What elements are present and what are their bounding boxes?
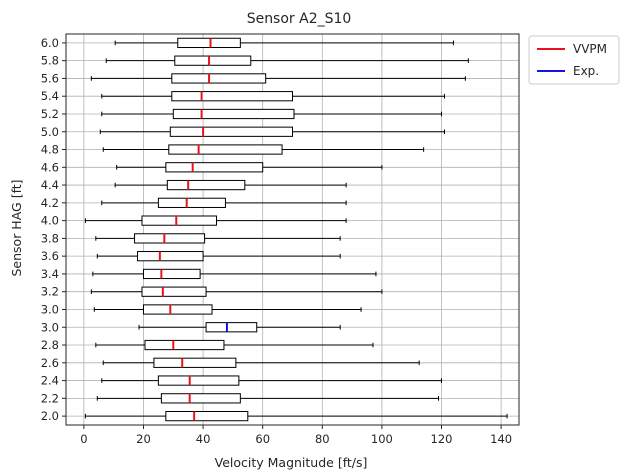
iqr-box	[165, 162, 264, 173]
y-tick-label: 6.0	[41, 36, 59, 50]
y-tick-label: 5.4	[41, 89, 59, 103]
iqr-box	[160, 393, 241, 404]
iqr-box	[144, 339, 225, 351]
box-plot	[92, 268, 377, 280]
y-tick-label: 3.8	[41, 231, 59, 245]
y-tick-label: 2.2	[41, 391, 59, 405]
box-plot	[138, 322, 341, 333]
box-plot	[90, 73, 466, 84]
y-tick-label: 4.6	[41, 160, 59, 174]
y-tick-label: 3.0	[41, 302, 59, 316]
box-plot	[116, 162, 383, 173]
iqr-box	[141, 286, 207, 297]
legend: VVPM Exp.	[528, 35, 620, 85]
iqr-box	[153, 357, 237, 368]
y-tick-label: 2.0	[41, 409, 59, 423]
y-tick-label: 4.0	[41, 214, 59, 228]
box-plot	[105, 55, 469, 66]
x-tick-label: 60	[255, 432, 270, 446]
iqr-box	[172, 108, 295, 120]
box-plot	[114, 179, 347, 191]
box-plot	[102, 144, 425, 155]
box-plot	[96, 251, 341, 262]
iqr-box	[166, 179, 246, 191]
y-axis-label: Sensor HAG [ft]	[9, 179, 24, 276]
iqr-box	[205, 322, 258, 333]
iqr-box	[137, 251, 204, 262]
iqr-box	[142, 268, 201, 280]
legend-label: VVPM	[573, 42, 607, 56]
box-plots	[84, 37, 508, 422]
y-tick-label: 5.0	[41, 125, 59, 139]
box-plot	[95, 233, 341, 244]
iqr-box	[141, 215, 218, 226]
box-plot	[95, 339, 374, 351]
iqr-box	[157, 197, 226, 208]
iqr-box	[171, 91, 294, 102]
y-tick-label: 4.8	[41, 143, 59, 157]
x-axis-label: Velocity Magnitude [ft/s]	[215, 455, 368, 470]
chart-title: Sensor A2_S10	[247, 11, 352, 27]
x-tick-label: 120	[431, 432, 453, 446]
box-plot	[102, 357, 420, 368]
y-tick-label: 2.4	[41, 374, 59, 388]
box-plot	[84, 410, 508, 422]
x-tick-label: 20	[136, 432, 151, 446]
box-plot	[93, 304, 362, 315]
iqr-box	[169, 126, 293, 137]
box-plot	[84, 215, 347, 226]
iqr-box	[174, 55, 252, 66]
box-plot	[99, 126, 445, 137]
x-tick-label: 140	[490, 432, 512, 446]
y-tick-label: 5.6	[41, 71, 59, 85]
iqr-box	[165, 410, 249, 422]
y-tick-label: 4.4	[41, 178, 59, 192]
legend-label: Exp.	[573, 64, 599, 78]
iqr-box	[168, 144, 283, 155]
iqr-box	[177, 37, 241, 49]
y-tick-label: 5.2	[41, 107, 59, 121]
x-tick-label: 40	[196, 432, 211, 446]
box-plot	[90, 286, 383, 297]
y-tick-label: 5.8	[41, 54, 59, 68]
iqr-box	[134, 233, 206, 244]
y-tick-label: 4.2	[41, 196, 59, 210]
y-tick-label: 3.2	[41, 285, 59, 299]
y-axis-ticks: 2.0 2.2 2.4 2.6 2.8 3.0 3.0 3.2 3.4 3.6 3.8 4.0 4.2 4…	[41, 36, 66, 423]
x-tick-label: 80	[315, 432, 330, 446]
y-tick-label: 3.6	[41, 249, 59, 263]
box-plot	[96, 393, 440, 404]
box-plot	[101, 108, 443, 120]
x-tick-label: 100	[371, 432, 393, 446]
y-tick-label: 2.8	[41, 338, 59, 352]
iqr-box	[157, 375, 240, 386]
x-axis-ticks: 0 20 40 60 80 100 120 140	[80, 425, 512, 446]
y-tick-label: 3.4	[41, 267, 59, 281]
box-plot	[114, 37, 454, 49]
x-tick-label: 0	[80, 432, 87, 446]
iqr-box	[171, 73, 267, 84]
box-plot	[101, 375, 443, 386]
iqr-box	[142, 304, 213, 315]
y-tick-label: 2.6	[41, 356, 59, 370]
y-tick-label: 3.0	[41, 320, 59, 334]
box-plot	[101, 197, 347, 208]
box-plot	[101, 91, 445, 102]
plot-area-frame	[65, 33, 520, 426]
